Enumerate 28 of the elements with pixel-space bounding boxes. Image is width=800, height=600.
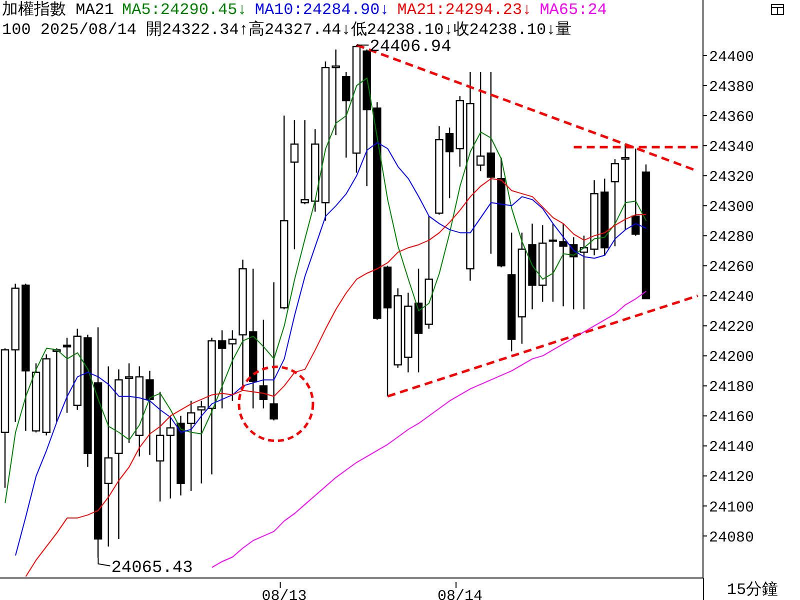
- y-tick-label: 24140: [709, 439, 754, 456]
- y-tick-label: 24260: [709, 259, 754, 276]
- annotation: 24065.43: [111, 558, 193, 578]
- y-tick-label: 24120: [709, 469, 754, 486]
- text: MA5:24290.45↓: [122, 1, 247, 19]
- y-tick-label: 24220: [709, 319, 754, 336]
- y-tick-label: 24180: [709, 379, 754, 396]
- y-tick-label: 24320: [709, 168, 754, 186]
- text: 100 2025/08/14 開24322.34↑高24327.44↓低24238.10↓收24238.10↓量: [2, 20, 573, 40]
- annotation: 24406.94: [370, 38, 452, 58]
- text: MA21:24294.23↓: [397, 1, 532, 19]
- y-tick-label: 24300: [709, 199, 754, 216]
- y-tick-label: 24240: [709, 289, 754, 306]
- x-tick-label: 08/14: [438, 588, 483, 600]
- y-tick-label: 24400: [709, 48, 754, 66]
- text: 15分鐘: [726, 580, 778, 600]
- y-tick-label: 24080: [709, 529, 754, 546]
- y-tick-label: 24280: [709, 229, 754, 246]
- y-tick-label: 24200: [709, 349, 754, 366]
- y-tick-label: 24360: [709, 108, 754, 126]
- text: MA10:24284.90↓: [254, 1, 390, 19]
- text: MA65:24: [540, 1, 607, 19]
- chart-title: 加權指數 MA21: [2, 1, 114, 19]
- x-tick-label: 08/13: [262, 588, 307, 600]
- y-tick-label: 24340: [709, 138, 754, 156]
- y-tick-label: 24160: [709, 409, 754, 426]
- y-tick-label: 24100: [709, 499, 754, 516]
- y-tick-label: 24380: [709, 78, 754, 96]
